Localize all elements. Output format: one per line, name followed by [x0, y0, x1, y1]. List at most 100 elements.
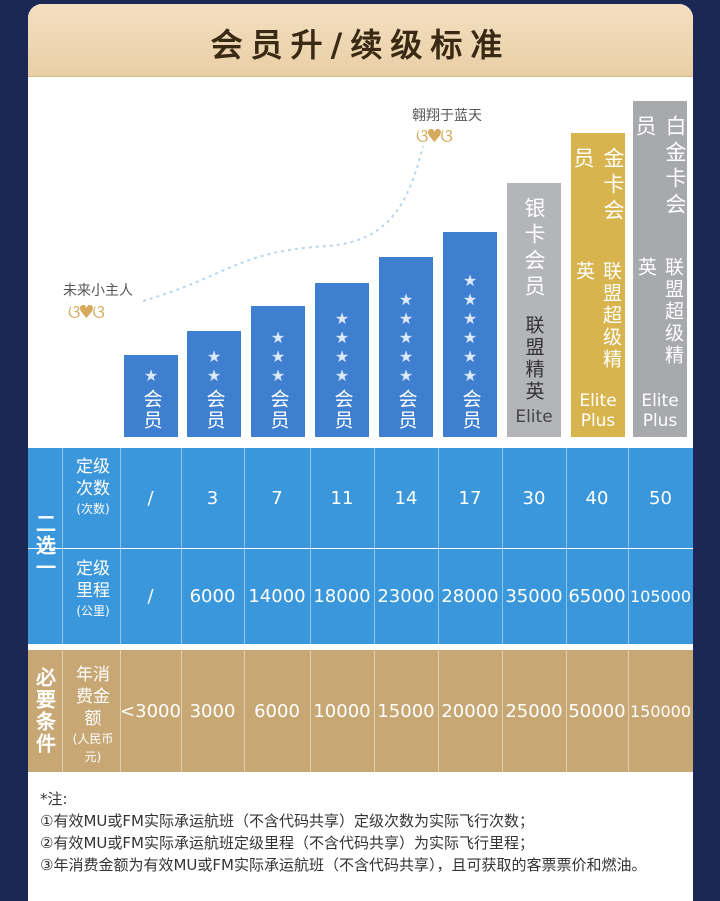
table-divider [181, 650, 182, 772]
table-cell: 30 [522, 487, 546, 509]
tier-label: 会员 [203, 389, 226, 431]
star-icon: ★★★ [268, 328, 288, 385]
table-cell: 50000 [568, 700, 626, 722]
table-divider [628, 549, 629, 644]
table-cell: 28000 [441, 586, 499, 607]
row-count-unit: (次数) [76, 502, 110, 516]
tier-bar-5: ★★★★★ 会员 [379, 257, 433, 437]
right-wings-icon: ଓ♥ଓ [416, 126, 453, 147]
table-divider [502, 650, 503, 772]
star-icon: ★★ [204, 347, 224, 385]
left-deco-label: 未来小主人 [63, 283, 133, 299]
silver-title: 银卡会员 [522, 197, 546, 301]
table-divider [438, 549, 439, 644]
silver-en: Elite [515, 407, 553, 427]
table-cell: 6000 [189, 586, 236, 607]
tier-label: 会员 [459, 389, 482, 431]
table-divider [374, 549, 375, 644]
table-cell: 14000 [248, 586, 306, 607]
tier-bar-2: ★★ 会员 [187, 331, 241, 437]
platinum-title: 白金卡会员 [633, 115, 687, 219]
table-divider [244, 448, 245, 548]
table-cell: 25000 [505, 700, 563, 722]
platinum-en: Elite Plus [641, 391, 679, 431]
table-cell: 17 [458, 487, 482, 509]
row-count-label: 定级次数 [76, 457, 110, 499]
table-cell: 23000 [377, 586, 435, 607]
left-wings-icon: ଓ♥ଓ [68, 302, 105, 323]
table-divider [181, 549, 182, 644]
table-divider [374, 650, 375, 772]
row-miles-header: 定级里程 (公里) [66, 558, 120, 620]
table-divider [62, 549, 63, 644]
table-divider [566, 549, 567, 644]
table-divider [628, 650, 629, 772]
group-choose-one: 二选一 [32, 513, 57, 579]
row-miles-label: 定级里程 [76, 559, 110, 601]
table-divider [310, 549, 311, 644]
table-cell: 65000 [568, 586, 626, 607]
row-spend-label: 年消费金额 [76, 665, 110, 729]
row-spend-header: 年消费金额 (人民币元) [66, 664, 120, 766]
table-cell: 50 [649, 487, 672, 509]
table-divider [120, 650, 121, 772]
table-divider [566, 650, 567, 772]
table-cell: 7 [271, 487, 283, 509]
star-icon: ★★★★★ [396, 290, 416, 385]
star-icon: ★★★★★★ [460, 271, 480, 385]
table-cell: 35000 [505, 586, 563, 607]
tier-label: 会员 [331, 389, 354, 431]
tier-bar-6: ★★★★★★ 会员 [443, 232, 497, 437]
tier-label: 会员 [140, 389, 163, 431]
tier-bar-1: ★ 会员 [124, 355, 178, 437]
table-cell: 105000 [629, 587, 692, 606]
table-cell: 3 [206, 487, 219, 509]
table-cell: 6000 [254, 700, 300, 722]
table-cell: / [147, 487, 154, 509]
table-cell: 14 [394, 487, 418, 509]
table-divider [374, 448, 375, 548]
table-divider [244, 549, 245, 644]
table-divider [502, 549, 503, 644]
table-cell: 10000 [313, 700, 371, 722]
table-divider [628, 448, 629, 548]
table-divider [438, 650, 439, 772]
gold-sub: 联盟超级精英 [573, 260, 622, 371]
table-cell: 18000 [313, 586, 371, 607]
tier-label: 会员 [395, 389, 418, 431]
table-divider [502, 448, 503, 548]
tier-bar-4: ★★★★ 会员 [315, 283, 369, 437]
table-divider [181, 448, 182, 548]
silver-sub: 联盟精英 [522, 315, 545, 403]
gold-en: Elite Plus [579, 391, 617, 431]
gold-card-bar: 金卡会员 联盟超级精英 Elite Plus [571, 133, 625, 437]
table-divider [310, 448, 311, 548]
table-divider [310, 650, 311, 772]
table-cell: / [147, 586, 154, 607]
platinum-sub: 联盟超级精英 [635, 257, 684, 368]
row-spend-unit: (人民币元) [72, 732, 114, 764]
row-count-header: 定级次数 (次数) [66, 456, 120, 518]
silver-card-bar: 银卡会员 联盟精英 Elite [507, 183, 561, 437]
tier-bar-3: ★★★ 会员 [251, 306, 305, 437]
table-divider [566, 448, 567, 548]
row-miles-band [28, 549, 693, 644]
note-line-2: ②有效MU或FM实际承运航班定级里程（不含代码共享）为实际飞行里程； [40, 834, 534, 852]
table-divider [62, 650, 63, 772]
tier-chart: 未来小主人 ଓ♥ଓ 翱翔于蓝天 ଓ♥ଓ ★ 会员 ★★ 会员 ★★★ 会员 ★★… [28, 76, 693, 448]
group-required: 必要条件 [32, 667, 57, 755]
table-divider [244, 650, 245, 772]
right-deco-label: 翱翔于蓝天 [412, 108, 482, 124]
row-spend-band [28, 650, 693, 772]
table-cell: 15000 [377, 700, 435, 722]
star-icon: ★ [141, 366, 161, 385]
note-line-3: ③年消费金额为有效MU或FM实际承运航班（不含代码共享），且可获取的客票票价和燃… [40, 856, 647, 874]
tier-label: 会员 [267, 389, 290, 431]
table-cell: <3000 [120, 700, 181, 722]
header-banner: 会员升/续级标准 [28, 4, 693, 77]
membership-card: 会员升/续级标准 未来小主人 ଓ♥ଓ 翱翔于蓝天 ଓ♥ଓ ★ 会员 ★★ 会员 … [28, 4, 693, 901]
table-divider [120, 549, 121, 644]
row-miles-unit: (公里) [76, 604, 110, 618]
note-line-1: ①有效MU或FM实际承运航班（不含代码共享）定级次数为实际飞行次数； [40, 812, 534, 830]
star-icon: ★★★★ [332, 309, 352, 385]
